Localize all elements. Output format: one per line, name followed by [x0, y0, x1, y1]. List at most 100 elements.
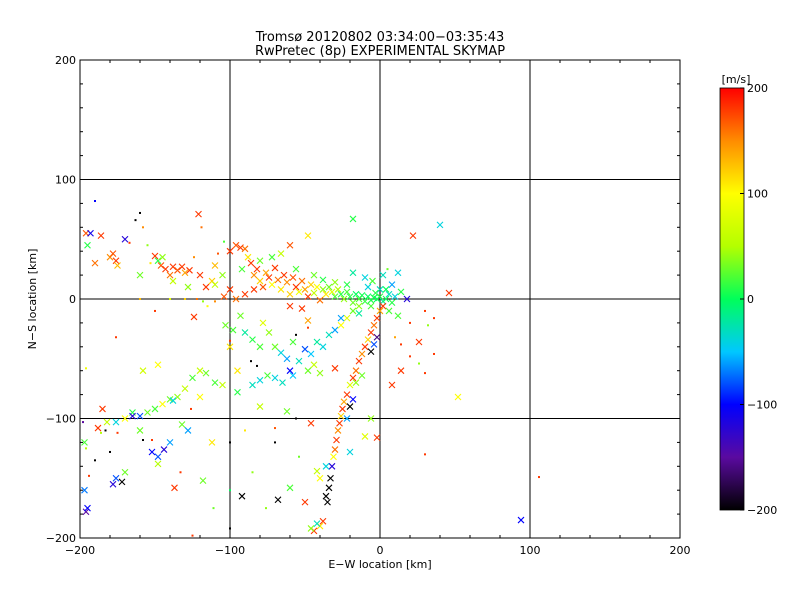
data-point [367, 348, 375, 355]
data-point [394, 269, 402, 277]
data-point [286, 302, 294, 310]
data-point [367, 415, 375, 422]
data-point [256, 343, 264, 351]
data-point [81, 486, 88, 494]
data-point [343, 281, 351, 289]
data-point [517, 516, 525, 524]
data-point [274, 276, 282, 284]
data-point [229, 489, 231, 492]
data-point [310, 361, 318, 369]
data-point [151, 439, 153, 442]
data-point [433, 352, 435, 355]
data-point [139, 367, 147, 375]
data-point [445, 289, 453, 297]
data-point [436, 221, 444, 229]
data-point [196, 367, 204, 375]
data-point [346, 381, 354, 389]
data-point [324, 498, 331, 506]
data-point [84, 504, 91, 512]
data-point [82, 508, 90, 516]
data-point [179, 471, 182, 474]
data-point [433, 317, 435, 320]
data-point [271, 264, 279, 272]
data-point [234, 388, 241, 396]
data-point [226, 286, 234, 293]
data-point [379, 271, 387, 279]
data-point [346, 403, 354, 410]
data-point [206, 305, 209, 308]
data-point [409, 321, 411, 324]
data-point [349, 269, 357, 277]
data-point [349, 299, 357, 306]
data-point [142, 226, 144, 229]
data-point [229, 339, 231, 342]
data-point [222, 321, 229, 329]
data-point [295, 288, 303, 296]
data-point [418, 362, 420, 365]
data-point [307, 419, 315, 427]
data-point [319, 343, 327, 351]
data-point [85, 367, 87, 370]
chart-subtitle: RwPretec (8p) EXPERIMENTAL SKYMAP [255, 44, 505, 59]
data-point [370, 321, 378, 329]
data-point [361, 343, 369, 351]
data-point [337, 290, 345, 298]
data-point [328, 462, 336, 470]
data-point [349, 307, 357, 315]
data-point [304, 293, 312, 300]
data-point [454, 393, 462, 401]
data-point [295, 357, 303, 365]
data-point [181, 385, 189, 393]
data-point [304, 367, 312, 375]
data-point [337, 314, 345, 322]
data-point [219, 381, 226, 389]
data-point [325, 331, 333, 339]
data-point [232, 241, 240, 249]
data-point [358, 372, 366, 379]
data-point [334, 286, 342, 293]
data-point [331, 326, 339, 334]
data-point [139, 298, 141, 300]
data-point [424, 372, 426, 375]
data-point [84, 241, 91, 249]
data-point [307, 525, 315, 532]
data-point [283, 278, 291, 286]
data-point [226, 343, 234, 351]
data-point [154, 257, 162, 265]
colorbar-tick-label: 200 [747, 82, 768, 95]
data-point [289, 274, 297, 281]
data-point [186, 266, 193, 274]
data-point [310, 289, 318, 297]
data-point [355, 302, 363, 310]
data-point [129, 412, 136, 420]
data-point [94, 459, 96, 462]
data-point [358, 350, 366, 358]
data-point [313, 520, 321, 528]
data-point [237, 312, 244, 320]
data-point [265, 274, 273, 281]
data-point [191, 534, 194, 537]
data-point [352, 290, 360, 298]
data-point [292, 265, 300, 273]
data-point [112, 257, 120, 265]
data-point [178, 421, 186, 428]
data-point [307, 326, 309, 329]
data-point [304, 317, 312, 324]
data-point [190, 407, 192, 410]
data-point [202, 300, 204, 303]
data-point [151, 252, 159, 260]
x-tick-label: 100 [520, 544, 541, 557]
data-point [301, 345, 309, 353]
data-point [166, 439, 174, 446]
data-point [274, 441, 276, 444]
data-point [409, 232, 417, 240]
data-point [277, 349, 285, 357]
data-point [325, 484, 333, 492]
data-point [223, 240, 225, 243]
data-point [196, 393, 204, 401]
data-point [385, 307, 393, 315]
data-point [538, 476, 540, 479]
data-point [316, 369, 324, 377]
data-point [279, 379, 286, 387]
colorbar-ticks: 200 100 0 −100 −200 [740, 82, 777, 517]
